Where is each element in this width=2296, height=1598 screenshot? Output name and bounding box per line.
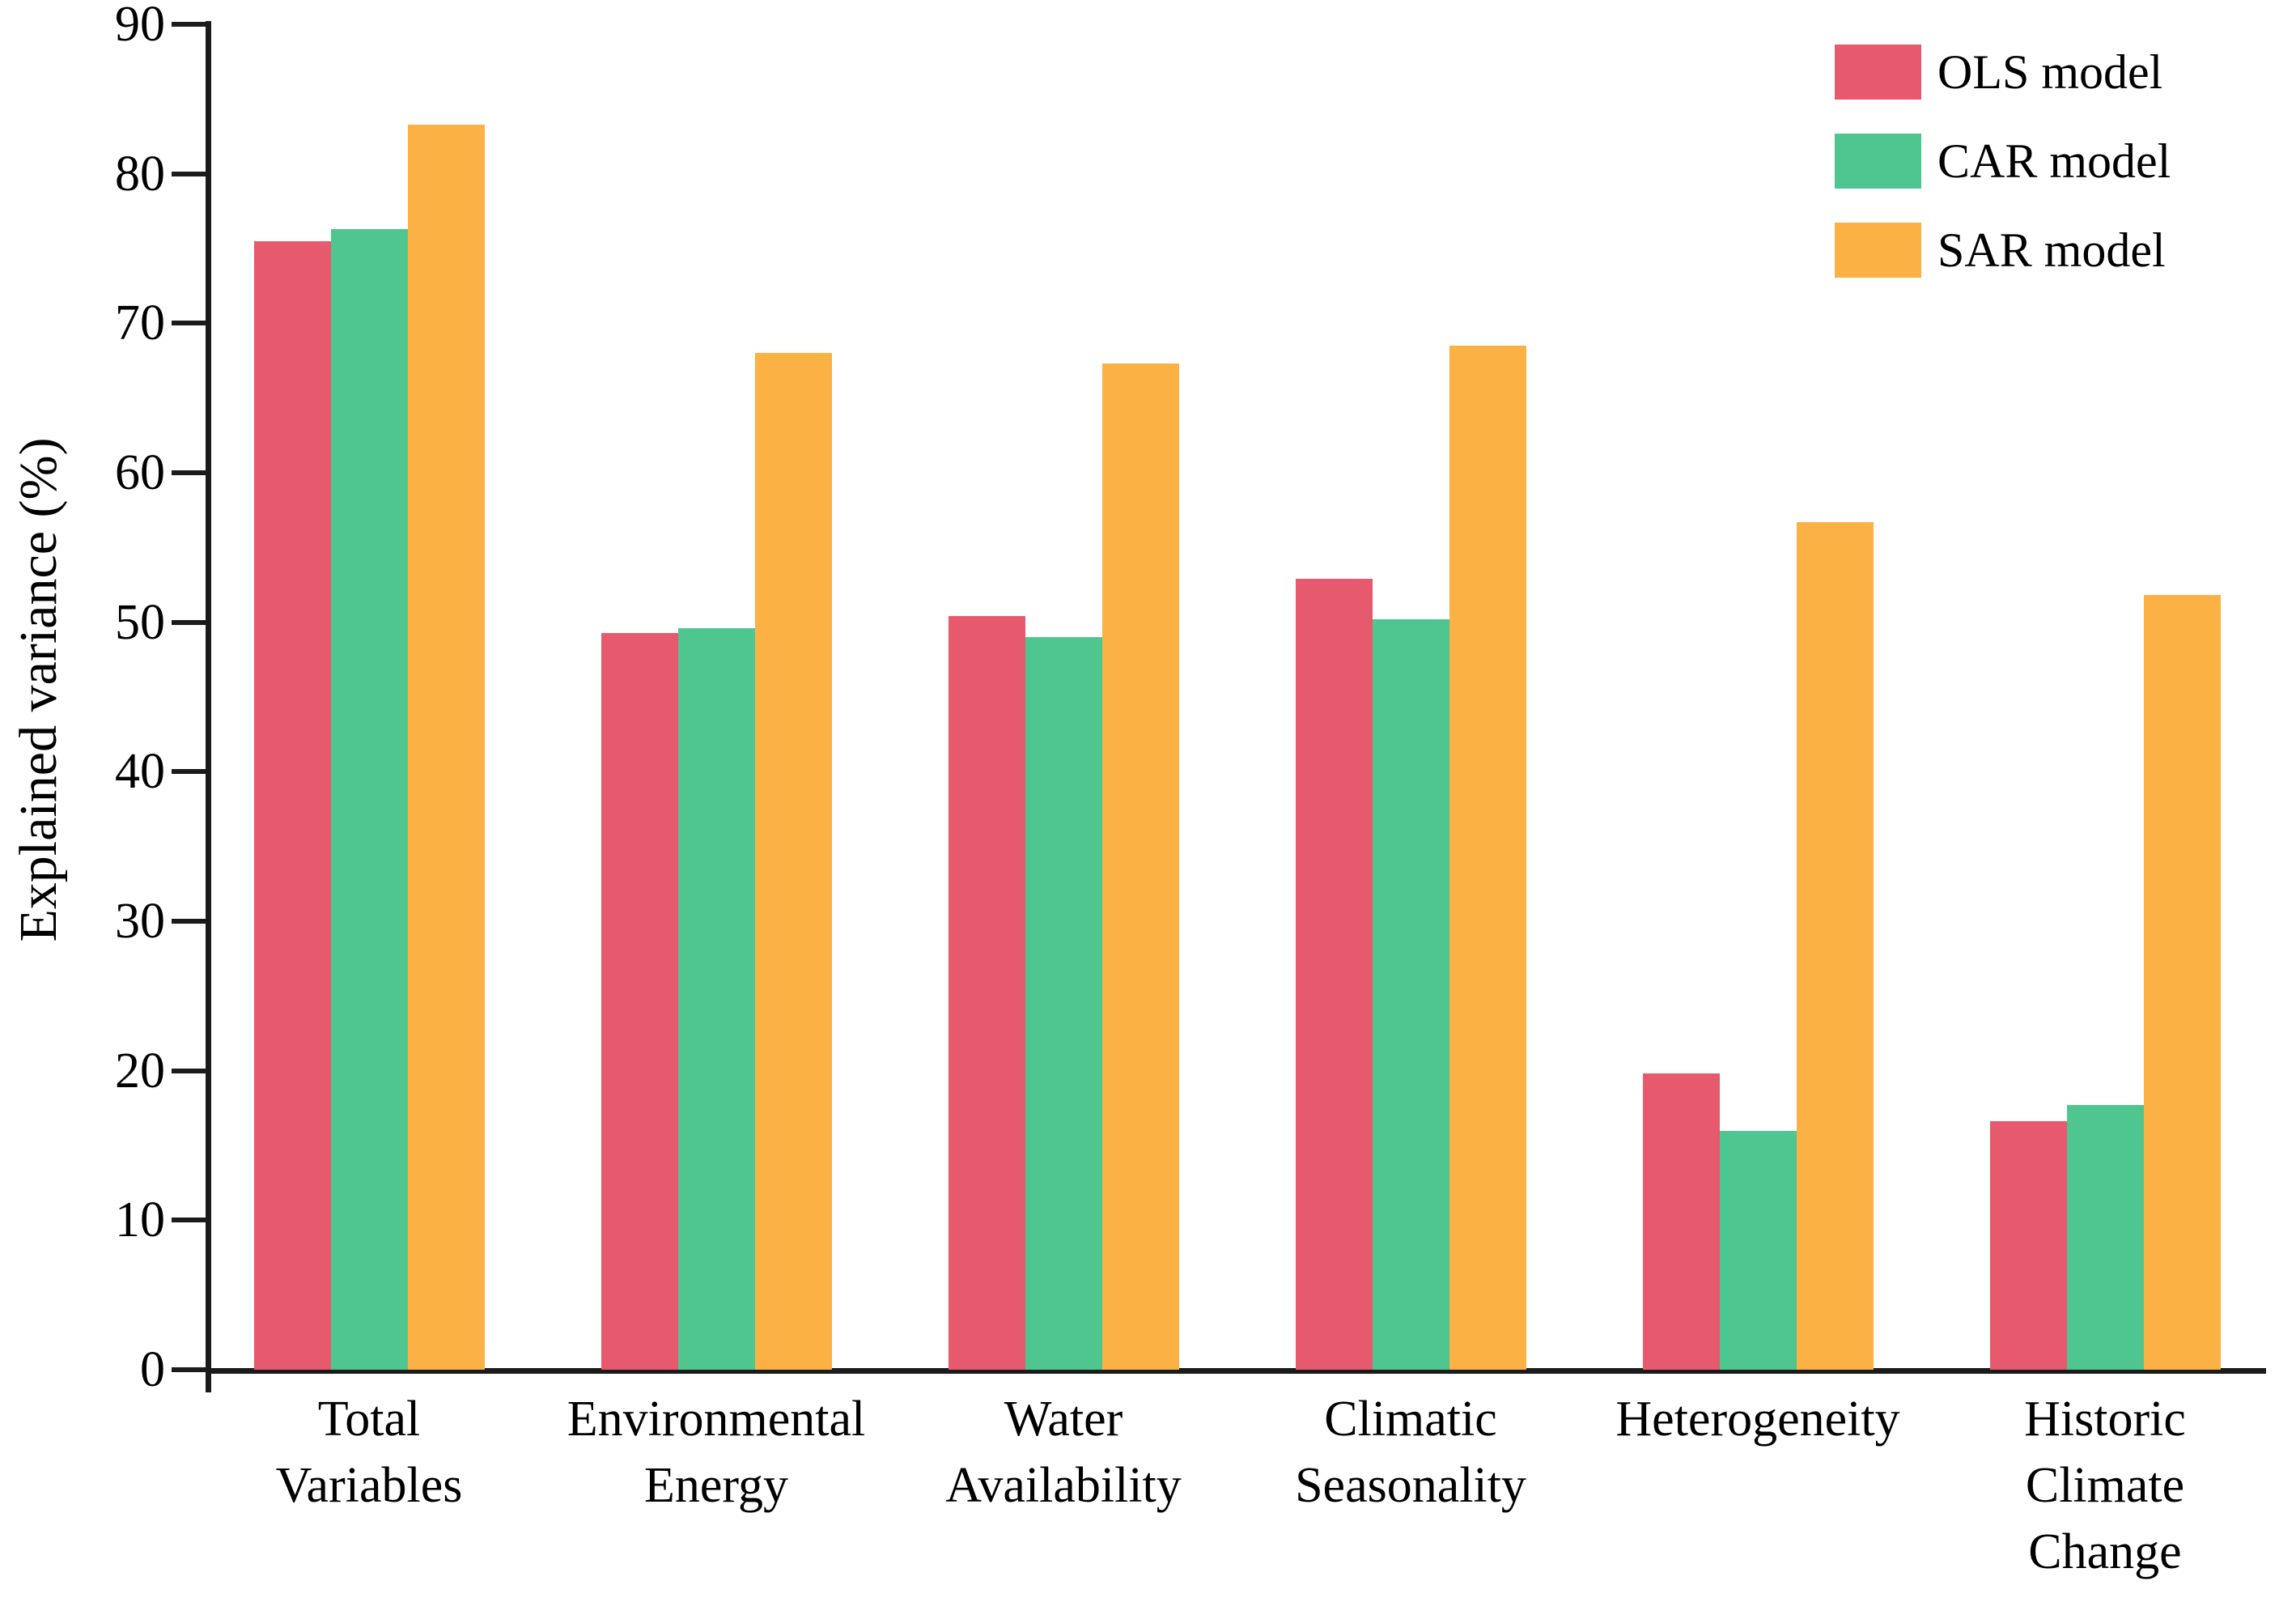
bar-ols-4 [1642,1073,1720,1370]
legend-swatch [1835,45,1921,100]
legend-label: OLS model [1937,45,2163,99]
category-label: Water Availability [945,1392,1182,1513]
y-tick [172,171,209,176]
bar-ols-2 [948,616,1025,1370]
y-tick [172,22,209,27]
category-label: Historic Climate Change [2024,1392,2186,1579]
bar-sar-0 [407,124,485,1370]
y-tick-label: 50 [115,594,165,650]
bar-ols-0 [253,240,331,1370]
category-label: Heterogeneity [1615,1392,1900,1447]
bar-ols-5 [1989,1121,2067,1370]
y-axis-title: Explained variance (%) [9,437,68,942]
category-label: Environmental Energy [567,1392,866,1513]
y-tick-label: 90 [115,0,165,52]
y-tick-label: 80 [115,146,165,202]
y-tick [172,1218,209,1223]
y-tick [172,1367,209,1372]
y-tick [172,1068,209,1073]
y-tick-label: 60 [115,445,165,500]
y-tick [172,619,209,625]
bar-sar-1 [754,353,832,1370]
y-tick [172,919,209,924]
legend-label: CAR model [1937,134,2171,188]
y-axis-line [206,21,211,1392]
y-tick [172,470,209,475]
bar-sar-4 [1796,521,1874,1370]
y-tick-label: 70 [115,295,165,351]
bar-sar-3 [1449,346,1526,1370]
bar-car-5 [2066,1105,2144,1370]
legend-swatch [1835,223,1921,278]
bar-car-4 [1719,1130,1797,1370]
bar-sar-2 [1101,363,1179,1370]
category-label: Climatic Seasonality [1295,1392,1526,1513]
y-tick [172,769,209,775]
y-tick [172,321,209,326]
y-tick-label: 20 [115,1043,165,1099]
bar-ols-3 [1295,579,1373,1370]
bar-ols-1 [601,632,678,1370]
bar-car-1 [677,628,755,1370]
y-tick-label: 40 [115,744,165,800]
legend-swatch [1835,134,1921,189]
y-tick-label: 0 [140,1342,165,1397]
bar-car-2 [1025,637,1102,1370]
x-axis-line [206,1368,2266,1374]
bar-sar-5 [2143,595,2221,1370]
y-tick-label: 30 [115,894,165,949]
bar-car-0 [330,228,408,1370]
category-label: Total Variables [275,1392,463,1513]
bar-car-3 [1372,618,1449,1370]
y-tick-label: 10 [115,1192,165,1248]
legend-label: SAR model [1937,223,2166,277]
